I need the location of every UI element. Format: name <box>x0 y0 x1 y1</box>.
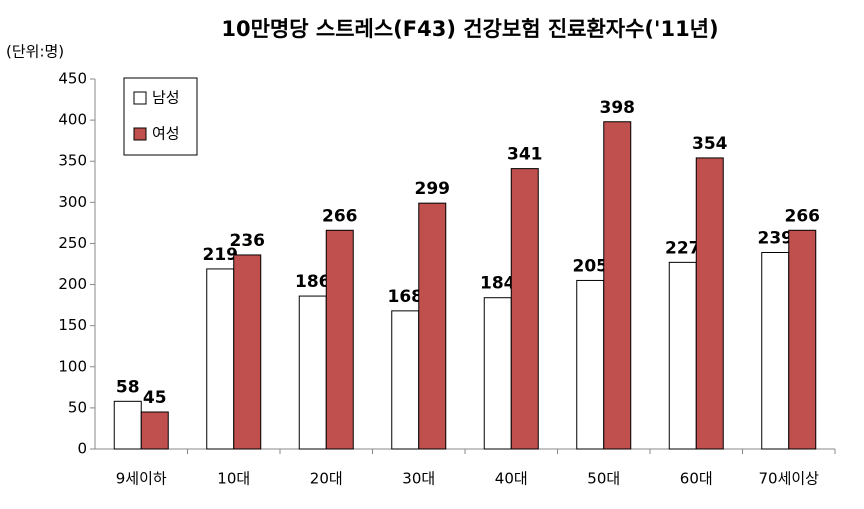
bar <box>761 251 790 450</box>
value-label: 266 <box>322 206 358 226</box>
value-label: 186 <box>295 272 331 292</box>
value-label: 227 <box>665 238 701 258</box>
x-tick-label: 60대 <box>680 470 713 488</box>
y-tick-label: 300 <box>58 193 87 211</box>
legend-swatch <box>133 127 147 141</box>
bar <box>418 202 447 450</box>
legend-swatch <box>133 91 147 105</box>
bar <box>298 295 327 450</box>
chart-title: 10만명당 스트레스(F43) 건강보험 진료환자수('11년) <box>221 17 718 41</box>
value-label: 45 <box>143 388 167 408</box>
x-tick-label: 20대 <box>310 470 343 488</box>
y-tick-label: 150 <box>58 316 87 334</box>
y-tick-label: 250 <box>58 234 87 252</box>
legend-label: 여성 <box>152 125 180 143</box>
x-tick-label: 9세이하 <box>116 470 167 488</box>
y-axis-label: (단위:명) <box>6 43 64 61</box>
value-label: 239 <box>758 228 794 248</box>
y-tick-label: 0 <box>77 440 87 458</box>
bar <box>788 229 817 450</box>
x-tick-label: 10대 <box>217 470 250 488</box>
y-tick-label: 400 <box>58 111 87 129</box>
y-tick-label: 50 <box>68 398 87 416</box>
value-label: 266 <box>785 206 821 226</box>
value-label: 236 <box>230 231 266 251</box>
legend-label: 남성 <box>152 89 180 107</box>
x-tick-label: 30대 <box>402 470 435 488</box>
legend-box <box>123 77 198 156</box>
value-label: 205 <box>573 256 609 276</box>
y-tick-label: 350 <box>58 152 87 170</box>
bar <box>140 411 169 450</box>
x-tick-label: 70세이상 <box>759 470 820 488</box>
value-label: 219 <box>203 245 239 265</box>
bar <box>391 310 420 450</box>
bar <box>325 229 354 450</box>
x-tick-label: 40대 <box>495 470 528 488</box>
bar <box>206 268 235 450</box>
y-tick-label: 200 <box>58 275 87 293</box>
value-label: 58 <box>116 377 140 397</box>
value-label: 168 <box>388 287 424 307</box>
value-label: 354 <box>692 134 728 154</box>
y-tick-label: 450 <box>58 70 87 88</box>
bar <box>233 254 262 450</box>
bar <box>483 297 512 450</box>
bar <box>510 168 539 450</box>
bar <box>668 261 697 450</box>
bar <box>603 121 632 450</box>
bar <box>576 279 605 450</box>
value-label: 398 <box>600 98 636 118</box>
value-label: 341 <box>507 145 543 165</box>
value-label: 299 <box>415 179 451 199</box>
x-tick-label: 50대 <box>587 470 620 488</box>
bar <box>695 157 724 450</box>
value-label: 184 <box>480 274 516 294</box>
bar <box>113 400 142 450</box>
y-tick-label: 100 <box>58 357 87 375</box>
